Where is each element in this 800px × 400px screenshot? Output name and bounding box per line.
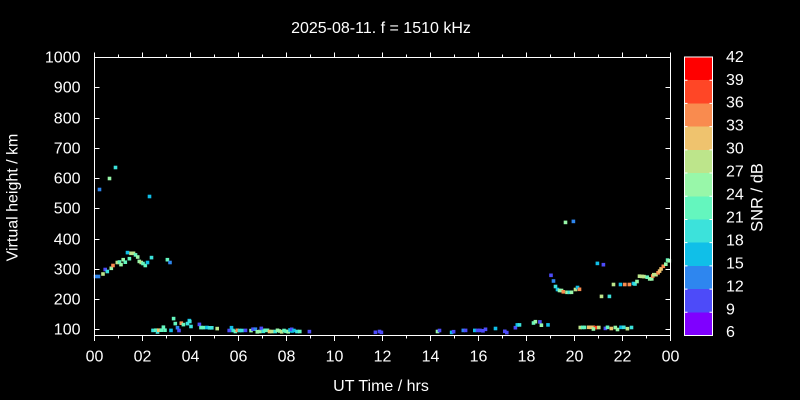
svg-text:42: 42 — [726, 49, 744, 66]
svg-text:33: 33 — [726, 118, 744, 135]
svg-text:Virtual height / km: Virtual height / km — [5, 134, 22, 262]
svg-text:36: 36 — [726, 95, 744, 112]
svg-text:6: 6 — [726, 324, 735, 341]
svg-text:30: 30 — [726, 141, 744, 158]
svg-text:14: 14 — [422, 349, 440, 366]
svg-text:10: 10 — [326, 349, 344, 366]
svg-text:9: 9 — [726, 301, 735, 318]
svg-text:24: 24 — [726, 187, 744, 204]
svg-text:12: 12 — [374, 349, 392, 366]
svg-text:1000: 1000 — [45, 49, 81, 66]
svg-text:200: 200 — [54, 291, 81, 308]
svg-text:27: 27 — [726, 164, 744, 181]
svg-text:100: 100 — [54, 321, 81, 338]
svg-text:600: 600 — [54, 170, 81, 187]
svg-text:500: 500 — [54, 200, 81, 217]
svg-text:800: 800 — [54, 110, 81, 127]
svg-text:18: 18 — [726, 232, 744, 249]
svg-text:400: 400 — [54, 231, 81, 248]
svg-text:2025-08-11. f = 1510 kHz: 2025-08-11. f = 1510 kHz — [291, 20, 471, 37]
svg-text:21: 21 — [726, 209, 744, 226]
svg-text:900: 900 — [54, 79, 81, 96]
svg-text:04: 04 — [182, 349, 200, 366]
svg-text:SNR / dB: SNR / dB — [749, 163, 767, 232]
svg-text:08: 08 — [278, 349, 296, 366]
svg-text:22: 22 — [614, 349, 632, 366]
svg-text:700: 700 — [54, 140, 81, 157]
svg-text:20: 20 — [566, 349, 584, 366]
svg-text:15: 15 — [726, 255, 744, 272]
svg-text:18: 18 — [518, 349, 536, 366]
svg-text:00: 00 — [86, 349, 104, 366]
svg-text:12: 12 — [726, 278, 744, 295]
svg-text:02: 02 — [134, 349, 152, 366]
svg-text:UT Time / hrs: UT Time / hrs — [333, 378, 429, 395]
svg-text:300: 300 — [54, 261, 81, 278]
svg-text:39: 39 — [726, 72, 744, 89]
svg-text:00: 00 — [662, 349, 680, 366]
svg-text:06: 06 — [230, 349, 248, 366]
svg-text:16: 16 — [470, 349, 488, 366]
